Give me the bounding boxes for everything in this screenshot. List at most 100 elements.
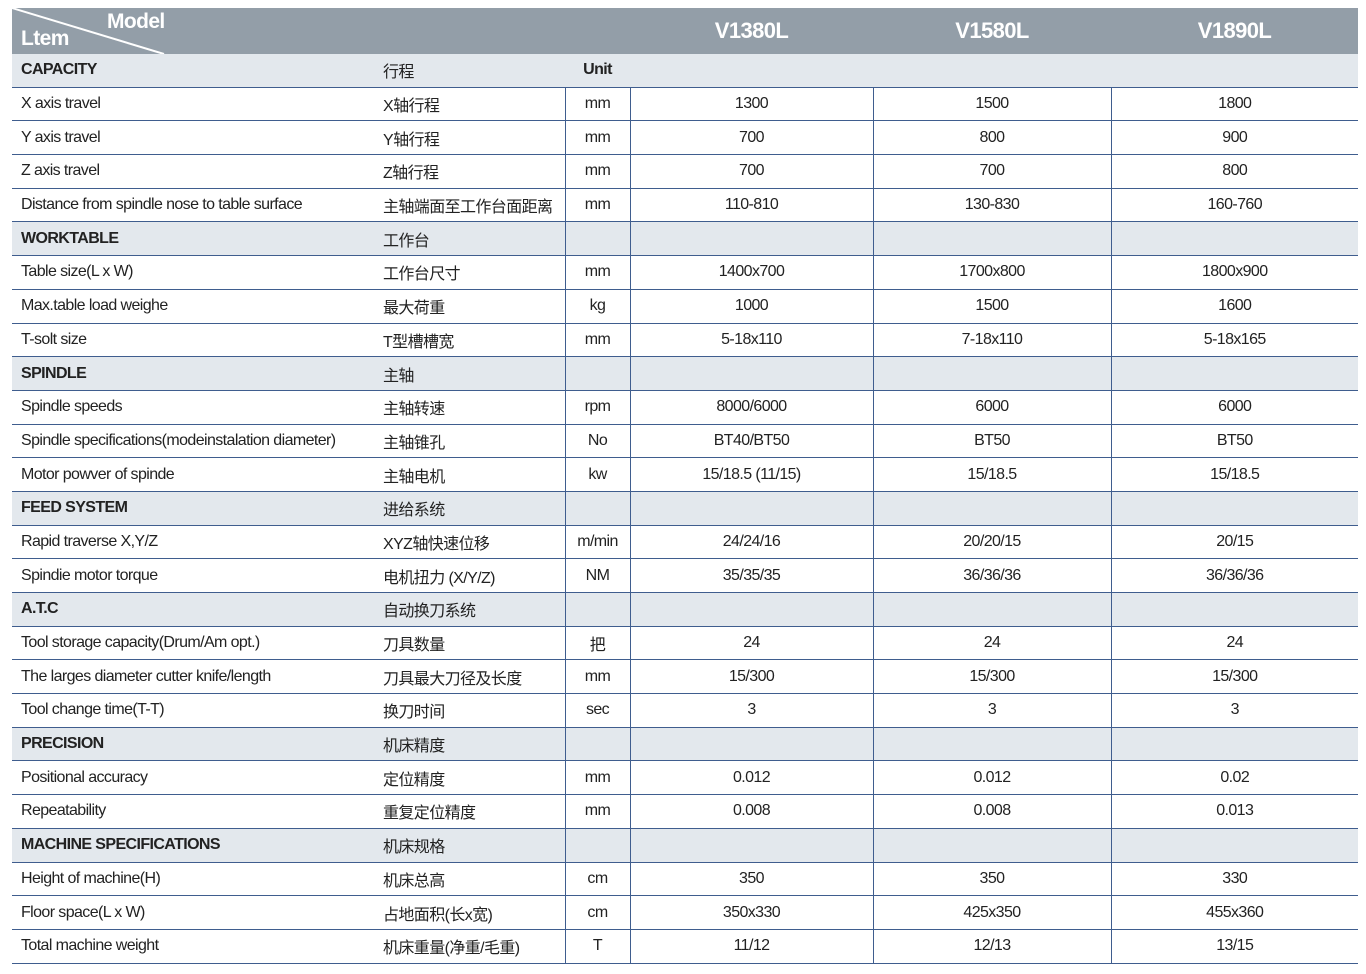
table-row: X axis travel X轴行程 mm 1300 1500 1800	[12, 87, 1358, 122]
value-cell: 8000/6000	[629, 390, 873, 425]
value-cell: 1300	[629, 87, 873, 122]
unit-cell: mm	[564, 760, 630, 796]
table-row: Y axis travel Y轴行程 mm 700 800 900	[12, 120, 1358, 156]
item-name: Tool storage capacity(Drum/Am opt.)	[12, 626, 380, 661]
value-cell	[629, 828, 873, 863]
item-name: CAPACITY	[12, 54, 380, 88]
table-row: Z axis travel Z轴行程 mm 700 700 800	[12, 154, 1358, 189]
value-cell: 1800x900	[1110, 255, 1358, 290]
value-cell	[872, 828, 1111, 863]
item-model-header: Model Ltem	[12, 8, 630, 54]
item-name: Y axis travel	[12, 120, 380, 156]
item-name-cn: 主轴锥孔	[380, 424, 565, 459]
unit-cell: sec	[564, 693, 630, 728]
value-cell: 700	[629, 120, 873, 156]
value-cell: 15/300	[629, 659, 873, 695]
table-row: Table size(L x W) 工作台尺寸 mm 1400x700 1700x800…	[12, 255, 1358, 290]
item-name: PRECISION	[12, 727, 380, 762]
value-cell	[872, 221, 1111, 257]
value-cell: 160-760	[1110, 188, 1358, 223]
item-name: Repeatability	[12, 794, 380, 829]
item-name-cn: 机床精度	[380, 727, 565, 762]
model-header: V1580L	[873, 8, 1111, 54]
unit-cell	[564, 221, 630, 257]
item-name: Floor space(L x W)	[12, 895, 380, 930]
spec-table: Model Ltem V1380L V1580L V1890L CAPACITY…	[12, 8, 1358, 964]
item-name-cn: 定位精度	[380, 760, 565, 796]
value-cell: 13/15	[1110, 929, 1358, 964]
value-cell: 1600	[1110, 289, 1358, 324]
value-cell: 1700x800	[872, 255, 1111, 290]
unit-cell: cm	[564, 895, 630, 930]
value-cell: 15/18.5	[1110, 457, 1358, 492]
item-name: A.T.C	[12, 592, 380, 627]
item-name-cn: 进给系统	[380, 491, 565, 526]
section-row: CAPACITY 行程 Unit	[12, 54, 1358, 88]
table-row: Tool change time(T-T) 换刀时间 sec 3 3 3	[12, 693, 1358, 728]
table-row: Floor space(L x W) 占地面积(长x宽) cm 350x330 425x…	[12, 895, 1358, 930]
value-cell	[1110, 828, 1358, 863]
value-cell: 7-18x110	[872, 323, 1111, 358]
item-name-cn: 换刀时间	[380, 693, 565, 728]
item-name-cn: 自动换刀系统	[380, 592, 565, 627]
value-cell: 800	[1110, 154, 1358, 189]
value-cell	[872, 491, 1111, 526]
item-name-cn: 刀具数量	[380, 626, 565, 661]
unit-cell	[564, 828, 630, 863]
unit-cell: mm	[564, 659, 630, 695]
value-cell	[630, 54, 873, 88]
value-cell: 700	[629, 154, 873, 189]
item-name-cn: X轴行程	[380, 87, 565, 122]
item-name: Positional accuracy	[12, 760, 380, 796]
table-row: Max.table load weighe 最大荷重 kg 1000 1500 1600	[12, 289, 1358, 324]
item-name: Max.table load weighe	[12, 289, 380, 324]
table-row: Positional accuracy 定位精度 mm 0.012 0.012 0.02	[12, 760, 1358, 796]
table-row: Rapid traverse X,Y/Z XYZ轴快速位移 m/min 24/24/1…	[12, 525, 1358, 560]
value-cell: 0.012	[629, 760, 873, 796]
unit-cell: NM	[564, 558, 630, 593]
value-cell: BT50	[872, 424, 1111, 459]
value-cell: 0.02	[1110, 760, 1358, 796]
value-cell: 700	[872, 154, 1111, 189]
item-name-cn: 最大荷重	[380, 289, 565, 324]
value-cell: 24	[629, 626, 873, 661]
value-cell	[872, 592, 1111, 627]
value-cell	[629, 727, 873, 762]
value-cell: 455x360	[1110, 895, 1358, 930]
value-cell: 36/36/36	[872, 558, 1111, 593]
value-cell: 1000	[629, 289, 873, 324]
item-name-cn: Y轴行程	[380, 120, 565, 156]
value-cell: 0.013	[1110, 794, 1358, 829]
value-cell	[873, 54, 1111, 88]
value-cell: 20/15	[1110, 525, 1358, 560]
value-cell: 800	[872, 120, 1111, 156]
unit-cell: mm	[564, 794, 630, 829]
value-cell	[872, 356, 1111, 391]
item-name: Total machine weight	[12, 929, 380, 964]
value-cell: 12/13	[872, 929, 1111, 964]
value-cell: 15/18.5	[872, 457, 1111, 492]
unit-cell	[564, 491, 630, 526]
value-cell: 1500	[872, 289, 1111, 324]
value-cell: 24	[872, 626, 1111, 661]
table-row: Spindle specifications(modeinstalation d…	[12, 424, 1358, 459]
value-cell: 0.008	[872, 794, 1111, 829]
item-name: Rapid traverse X,Y/Z	[12, 525, 380, 560]
value-cell: 15/300	[872, 659, 1111, 695]
value-cell: 350	[872, 862, 1111, 897]
value-cell: 15/300	[1110, 659, 1358, 695]
value-cell: 20/20/15	[872, 525, 1111, 560]
value-cell	[629, 491, 873, 526]
item-name: Height of machine(H)	[12, 862, 380, 897]
item-name: Spindle specifications(modeinstalation d…	[12, 424, 380, 459]
item-name: SPINDLE	[12, 356, 380, 391]
value-cell	[629, 356, 873, 391]
section-row: FEED SYSTEM 进给系统	[12, 491, 1358, 526]
unit-cell: mm	[564, 154, 630, 189]
unit-cell: rpm	[564, 390, 630, 425]
table-row: Motor powver of spinde 主轴电机 kw 15/18.5 (11/…	[12, 457, 1358, 492]
table-row: Tool storage capacity(Drum/Am opt.) 刀具数量把…	[12, 626, 1358, 661]
value-cell	[1111, 54, 1358, 88]
unit-cell: 把	[564, 626, 630, 661]
value-cell: 1500	[872, 87, 1111, 122]
